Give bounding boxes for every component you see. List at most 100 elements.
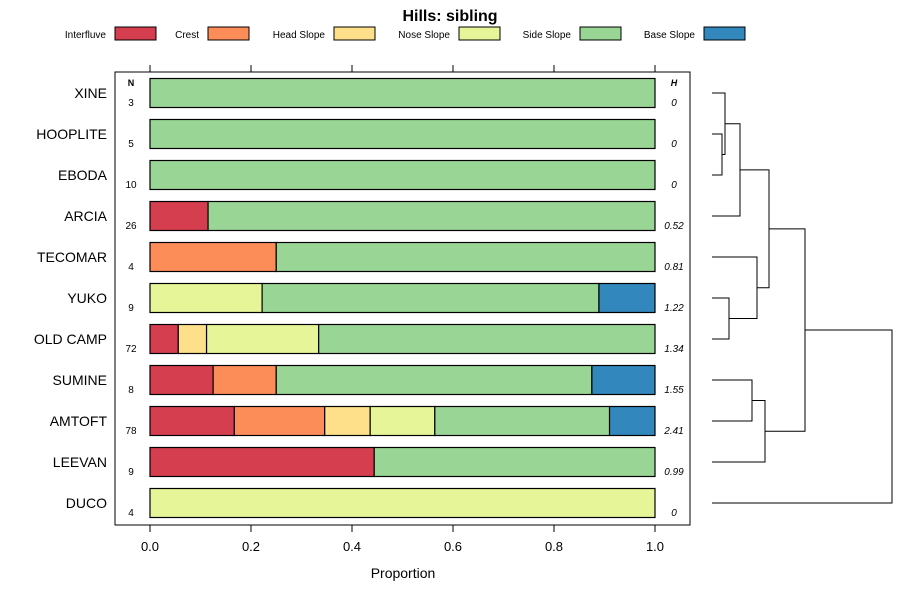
- dendrogram-branch: [712, 256, 758, 319]
- legend-label-nose-slope: Nose Slope: [398, 30, 450, 41]
- bar-segment-base-slope: [608, 405, 656, 437]
- x-axis: 0.0 0.2 0.4 0.6 0.8 1.0: [141, 525, 664, 554]
- chart-title: Hills: sibling: [402, 8, 497, 25]
- n-value: 3: [128, 98, 134, 109]
- row-label: SUMINE: [53, 372, 107, 388]
- legend-label-base-slope: Base Slope: [644, 30, 696, 41]
- row-hooplite: HOOPLITE 5 0: [36, 118, 677, 150]
- bar-segment-side-slope: [149, 77, 656, 109]
- legend-label-side-slope: Side Slope: [523, 30, 572, 41]
- row-eboda: EBODA 10 0: [58, 159, 677, 191]
- h-value: 0.81: [664, 262, 683, 273]
- n-value: 8: [128, 385, 134, 396]
- row-label: HOOPLITE: [36, 126, 107, 142]
- row-label: ARCIA: [64, 208, 107, 224]
- top-axis-ticks: [149, 65, 656, 72]
- bar-segment-side-slope: [149, 159, 656, 191]
- bar-segment-base-slope: [591, 364, 656, 396]
- dendrogram-branch: [740, 169, 770, 289]
- dendrogram-branch: [712, 379, 753, 422]
- bar-rows: XINE 3 0 HOOPLITE 5 0 EBODA 10 0 ARCIA 26 0.52 TECOM…: [34, 77, 684, 519]
- row-label: YUKO: [67, 290, 107, 306]
- bar-segment-nose-slope: [369, 405, 436, 437]
- bar-segment-side-slope: [318, 323, 656, 355]
- bar-segment-interfluve: [149, 364, 214, 396]
- bar-segment-crest: [149, 241, 277, 273]
- row-yuko: YUKO 9 1.22: [67, 282, 684, 314]
- n-value: 4: [128, 508, 134, 519]
- legend: Interfluve Crest Head Slope Nose Slope Side …: [65, 26, 746, 41]
- legend-label-crest: Crest: [175, 30, 199, 41]
- dendrogram: [712, 92, 893, 504]
- bar-segment-interfluve: [149, 200, 209, 232]
- row-label: TECOMAR: [37, 249, 107, 265]
- x-tick-label: 0.4: [343, 539, 361, 554]
- bar-segment-interfluve: [149, 405, 235, 437]
- bar-segment-interfluve: [149, 323, 179, 355]
- bar-segment-nose-slope: [205, 323, 320, 355]
- row-amtoft: AMTOFT 78 2.41: [50, 405, 684, 437]
- row-label: EBODA: [58, 167, 108, 183]
- plot-frame: [114, 71, 691, 526]
- bar-segment-side-slope: [275, 241, 656, 273]
- row-label: XINE: [74, 85, 107, 101]
- bar-segment-side-slope: [207, 200, 656, 232]
- h-value: 0.52: [664, 221, 684, 232]
- h-value: 0.99: [664, 467, 684, 478]
- bar-segment-head-slope: [177, 323, 208, 355]
- legend-swatch-head-slope: [333, 26, 376, 41]
- legend-swatch-nose-slope: [458, 26, 501, 41]
- bar-segment-nose-slope: [149, 282, 263, 314]
- n-value: 9: [128, 303, 134, 314]
- dendrogram-branch: [712, 297, 730, 340]
- h-header: H: [671, 78, 678, 88]
- dendrogram-branch: [712, 123, 741, 217]
- legend-swatch-interfluve: [114, 26, 157, 41]
- bar-segment-side-slope: [434, 405, 611, 437]
- row-arcia: ARCIA 26 0.52: [64, 200, 684, 232]
- bar-segment-side-slope: [275, 364, 593, 396]
- row-label: OLD CAMP: [34, 331, 107, 347]
- n-value: 10: [125, 180, 137, 191]
- h-value: 1.34: [664, 344, 684, 355]
- n-value: 72: [125, 344, 137, 355]
- dendrogram-branch: [765, 228, 806, 432]
- n-value: 4: [128, 262, 134, 273]
- n-value: 78: [125, 426, 137, 437]
- row-label: LEEVAN: [53, 454, 107, 470]
- h-value: 0: [671, 508, 677, 519]
- h-value: 2.41: [663, 426, 683, 437]
- bar-segment-side-slope: [261, 282, 600, 314]
- row-tecomar: TECOMAR 4 0.81: [37, 241, 684, 273]
- n-value: 9: [128, 467, 134, 478]
- dendrogram-branch: [712, 133, 723, 176]
- bar-segment-side-slope: [149, 118, 656, 150]
- legend-swatch-side-slope: [579, 26, 622, 41]
- bar-segment-base-slope: [598, 282, 656, 314]
- legend-swatch-crest: [207, 26, 250, 41]
- x-tick-label: 0.2: [242, 539, 260, 554]
- h-value: 0: [671, 98, 677, 109]
- n-header: N: [128, 78, 135, 88]
- bar-segment-crest: [212, 364, 277, 396]
- h-value: 0: [671, 139, 677, 150]
- row-label: AMTOFT: [50, 413, 108, 429]
- n-value: 5: [128, 139, 134, 150]
- row-xine: XINE 3 0: [74, 77, 677, 109]
- dendrogram-branch: [712, 329, 893, 504]
- row-leevan: LEEVAN 9 0.99: [53, 446, 684, 478]
- n-value: 26: [125, 221, 137, 232]
- bar-segment-interfluve: [149, 446, 375, 478]
- bar-segment-crest: [233, 405, 326, 437]
- x-axis-label: Proportion: [371, 565, 436, 581]
- h-value: 0: [671, 180, 677, 191]
- x-tick-label: 0.8: [545, 539, 563, 554]
- legend-label-interfluve: Interfluve: [65, 30, 107, 41]
- x-tick-label: 1.0: [646, 539, 664, 554]
- row-sumine: SUMINE 8 1.55: [53, 364, 684, 396]
- h-value: 1.22: [664, 303, 684, 314]
- legend-label-head-slope: Head Slope: [273, 30, 326, 41]
- x-tick-label: 0.0: [141, 539, 159, 554]
- dendrogram-branch: [712, 92, 726, 155]
